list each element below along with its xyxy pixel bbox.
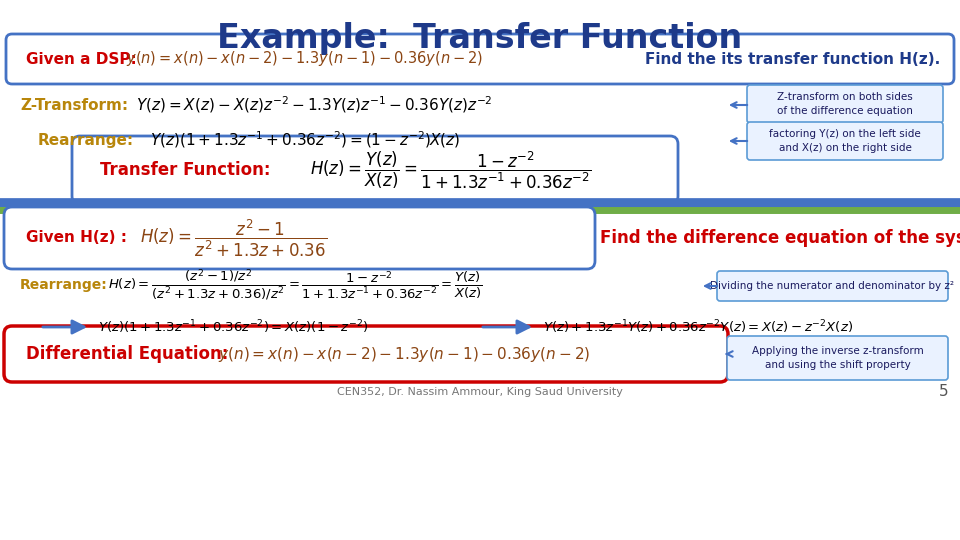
Text: $y(n) = x(n) - x(n-2) - 1.3y(n-1) - 0.36y(n-2)$: $y(n) = x(n) - x(n-2) - 1.3y(n-1) - 0.36… [126, 50, 483, 69]
FancyBboxPatch shape [4, 326, 728, 382]
Text: Given a DSP:: Given a DSP: [26, 51, 136, 66]
FancyBboxPatch shape [747, 122, 943, 160]
FancyBboxPatch shape [6, 34, 954, 84]
Text: Find the difference equation of the system: Find the difference equation of the syst… [600, 229, 960, 247]
Text: $Y(z) + 1.3z^{-1}Y(z) + 0.36z^{-2}Y(z) = X(z) - z^{-2}X(z)$: $Y(z) + 1.3z^{-1}Y(z) + 0.36z^{-2}Y(z) =… [543, 318, 853, 336]
FancyBboxPatch shape [4, 207, 595, 269]
Text: Given H(z) :: Given H(z) : [26, 231, 127, 246]
Text: Rearrange:: Rearrange: [20, 278, 108, 292]
Text: $H(z) = \dfrac{Y(z)}{X(z)} = \dfrac{1 - z^{-2}}{1 + 1.3z^{-1} + 0.36z^{-2}}$: $H(z) = \dfrac{Y(z)}{X(z)} = \dfrac{1 - … [310, 149, 591, 191]
Text: $y(n) = x(n) - x(n-2) - 1.3y(n-1) - 0.36y(n-2)$: $y(n) = x(n) - x(n-2) - 1.3y(n-1) - 0.36… [218, 345, 590, 363]
Text: CEN352, Dr. Nassim Ammour, King Saud University: CEN352, Dr. Nassim Ammour, King Saud Uni… [337, 387, 623, 397]
Text: Dividing the numerator and denominator by z²: Dividing the numerator and denominator b… [710, 281, 954, 291]
Text: factoring Y(z) on the left side
and X(z) on the right side: factoring Y(z) on the left side and X(z)… [769, 129, 921, 153]
Text: Z-Transform:: Z-Transform: [20, 98, 128, 112]
Text: $Y(z)(1 + 1.3z^{-1} + 0.36z^{-2}) = (1 - z^{-2})X(z)$: $Y(z)(1 + 1.3z^{-1} + 0.36z^{-2}) = (1 -… [150, 130, 461, 150]
Text: $Y(z) = X(z) - X(z)z^{-2} - 1.3Y(z)z^{-1} - 0.36Y(z)z^{-2}$: $Y(z) = X(z) - X(z)z^{-2} - 1.3Y(z)z^{-1… [136, 94, 492, 116]
Text: Differential Equation:: Differential Equation: [26, 345, 228, 363]
Text: Z-transform on both sides
of the difference equation: Z-transform on both sides of the differe… [777, 92, 913, 116]
FancyBboxPatch shape [747, 85, 943, 123]
Text: $H(z) = \dfrac{(z^{2}-1)/z^{2}}{(z^{2}+1.3z+0.36)/z^{2}} = \dfrac{1-z^{-2}}{1+1.: $H(z) = \dfrac{(z^{2}-1)/z^{2}}{(z^{2}+1… [108, 267, 483, 302]
Text: Rearrange:: Rearrange: [38, 132, 134, 147]
Text: $H(z) = \dfrac{z^{2} - 1}{z^{2} + 1.3z + 0.36}$: $H(z) = \dfrac{z^{2} - 1}{z^{2} + 1.3z +… [140, 217, 327, 259]
Text: Find the its transfer function H(z).: Find the its transfer function H(z). [645, 51, 940, 66]
FancyBboxPatch shape [72, 136, 678, 204]
Text: $Y(z)(1 + 1.3z^{-1} + 0.36z^{-2}) = X(z)(1 - z^{-2})$: $Y(z)(1 + 1.3z^{-1} + 0.36z^{-2}) = X(z)… [98, 318, 369, 336]
Text: Transfer Function:: Transfer Function: [100, 161, 271, 179]
FancyBboxPatch shape [717, 271, 948, 301]
Text: Example:  Transfer Function: Example: Transfer Function [217, 22, 743, 55]
FancyBboxPatch shape [727, 336, 948, 380]
Text: Applying the inverse z-transform
and using the shift property: Applying the inverse z-transform and usi… [752, 346, 924, 370]
Text: 5: 5 [938, 384, 948, 400]
